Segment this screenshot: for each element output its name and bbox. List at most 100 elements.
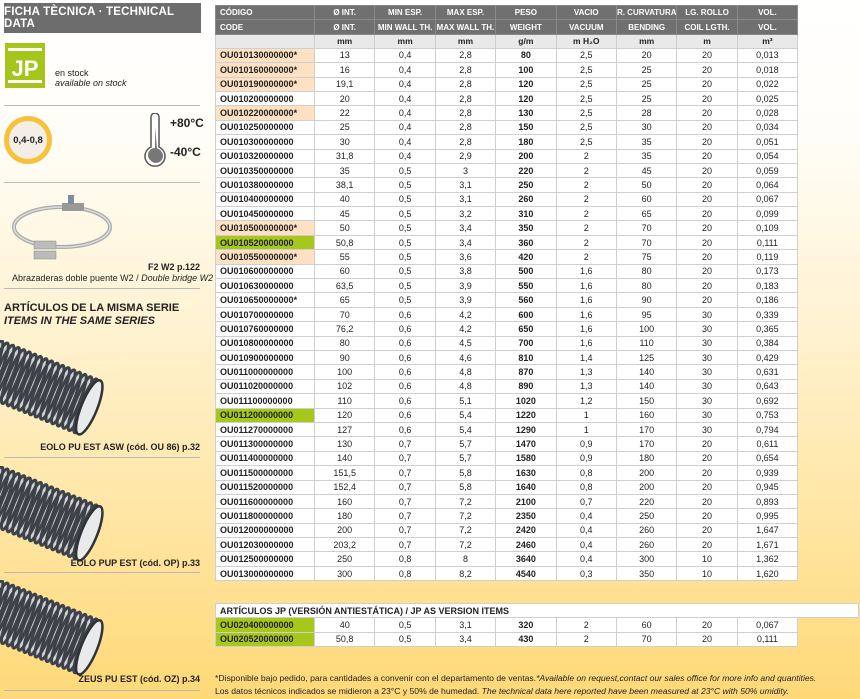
cell: 150 [615,393,678,409]
product-code: OU011300000000 [215,436,315,452]
cell: 2 [555,191,617,208]
cell: 65 [313,292,376,308]
column-header: VACUUM [555,19,617,35]
column-header: BENDING [615,19,678,35]
related-item-link[interactable]: EOLO PU EST ASW (cód. OU 86) p.32 [40,442,200,452]
cell: 0,7 [374,479,436,495]
table-row: OU020400000000 40 0,5 3,1 320 2 60 20 0,067 [215,617,859,633]
cell: 20 [676,76,738,92]
footnote-2-es: Los datos técnicos indicados se midieron… [215,686,482,696]
cell: 0,4 [555,508,617,524]
product-code: OU010300000000 [215,134,315,150]
cell: 20 [676,105,738,121]
cell: 160 [313,493,376,510]
units-row: mm mm mm g/m m H₂O mm m m³ [215,33,859,49]
product-code: OU013000000000 [215,565,315,582]
cell: 0,018 [736,62,799,78]
cell: 0,5 [374,617,436,633]
cell: 0,6 [374,407,436,423]
cell: 1,6 [555,292,617,308]
product-code: OU011400000000 [215,450,315,467]
cell: 0,028 [736,105,799,121]
table-row: OU010450000000 45 0,5 3,2 310 2 65 20 0,099 [215,206,859,222]
product-code: OU010350000000 [215,162,315,179]
cell: 20 [676,220,738,236]
cell: 63,5 [313,278,376,294]
table-row: OU011300000000 130 0,7 5,7 1470 0,9 170 20 0,611 [215,436,859,452]
cell: 60 [313,263,376,280]
cell: 20 [676,537,738,553]
thickness-badge: 0,4-0,8 [4,116,52,164]
divider [4,690,200,691]
cell: 70 [615,631,678,648]
cell: 2 [555,631,617,648]
cell: 35 [615,134,678,150]
product-code: OU010900000000 [215,349,315,366]
cell: 80 [495,47,557,64]
cell: 13 [313,47,376,64]
cell: 0,8 [555,465,617,481]
cell: 90 [313,349,376,366]
cell: 0,5 [374,206,436,222]
cell: 31,8 [313,148,376,164]
technical-data-table: CÓDIGO Ø INT. MIN ESP. MAX ESP. PESO VACIO R. … [215,4,859,582]
cell: 1,6 [555,306,617,323]
cell: 2,8 [434,90,497,107]
cell: 4,2 [434,306,497,323]
cell: 60 [615,191,678,208]
cell: 700 [495,335,557,351]
cell: 30 [676,421,738,438]
cell: 30 [676,306,738,323]
column-header: m [676,33,738,49]
cell: 0,5 [374,631,436,648]
cell: 38,1 [313,177,376,193]
cell: 180 [495,134,557,150]
cell: 0,384 [736,335,799,351]
accessory-ref: F2 W2 p.122 [147,262,200,272]
cell: 5,1 [434,393,497,409]
cell: 0,5 [374,191,436,208]
cell: 2,9 [434,148,497,164]
cell: 0,794 [736,421,799,438]
table-row: OU010400000000 40 0,5 3,1 260 2 60 20 0,067 [215,191,859,208]
cell: 65 [615,206,678,222]
cell: 0,022 [736,76,799,92]
table-row: OU010800000000 80 0,6 4,5 700 1,6 110 30 0,384 [215,335,859,351]
cell: 250 [495,177,557,193]
cell: 310 [495,206,557,222]
cell: 120 [495,90,557,107]
cell: 3,8 [434,263,497,280]
cell: 0,5 [374,249,436,265]
cell: 300 [313,565,376,582]
column-header: VOL. [736,19,799,35]
cell: 110 [313,393,376,409]
column-header: MAX ESP. [434,4,497,21]
product-code: OU010760000000 [215,321,315,337]
column-header: WEIGHT [495,19,557,35]
related-item-link[interactable]: ZEUS PU EST (cód. OZ) p.34 [78,674,200,684]
cell: 0,064 [736,177,799,193]
header-row-es: CÓDIGO Ø INT. MIN ESP. MAX ESP. PESO VACIO R. … [215,4,859,21]
cell: 30 [676,378,738,395]
cell: 1290 [495,421,557,438]
cell: 0,6 [374,378,436,395]
cell: 45 [313,206,376,222]
cell: 0,7 [374,436,436,452]
footnote-1-es: *Disponible bajo pedido, para cantidades… [215,673,537,683]
cell: 0,4 [374,90,436,107]
related-item-link[interactable]: EOLO PUP EST (cód. OP) p.33 [70,558,200,568]
cell: 0,059 [736,162,799,179]
cell: 2,5 [555,134,617,150]
cell: 20 [676,508,738,524]
table-row: OU011520000000 152,4 0,7 5,8 1640 0,8 200 20 0,9… [215,479,859,495]
divider [4,105,200,106]
cell: 140 [615,378,678,395]
cell: 0,183 [736,278,799,294]
column-header: MIN WALL TH. [374,19,436,35]
table-row: OU010760000000 76,2 0,6 4,2 650 1,6 100 30 0,365 [215,321,859,337]
cell: 4,5 [434,335,497,351]
cell: 0,6 [374,393,436,409]
cell: 1 [555,407,617,423]
footnote-1: *Disponible bajo pedido, para cantidades… [215,672,816,685]
cell: 30 [615,119,678,136]
